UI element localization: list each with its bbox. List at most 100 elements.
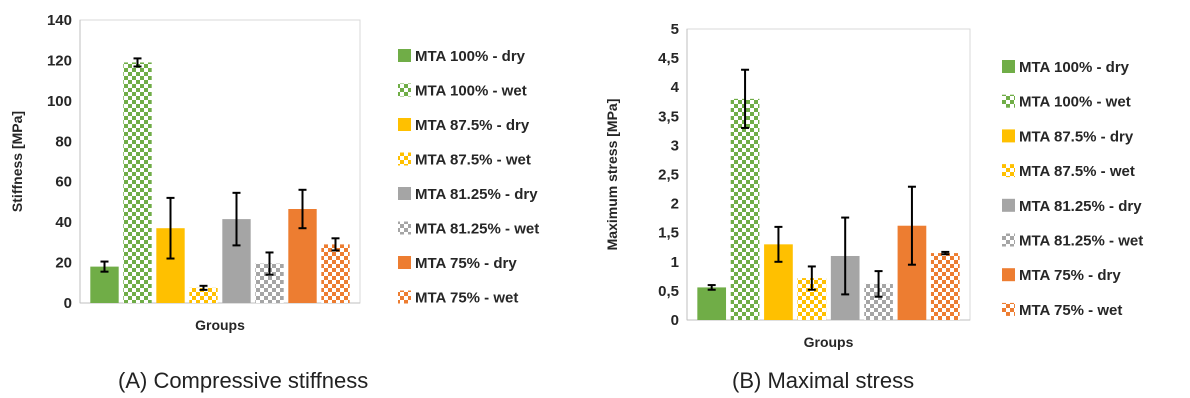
bar-mta-100-wet bbox=[123, 62, 152, 304]
y-tick-label: 140 bbox=[47, 12, 72, 29]
error-bar-mta-87-5-dry bbox=[166, 196, 175, 260]
y-tick-label: 5 bbox=[671, 21, 679, 38]
legend-swatch bbox=[398, 49, 411, 62]
legend-item-mta-87-5-dry: MTA 87.5% - dry bbox=[398, 117, 530, 134]
legend-label: MTA 75% - dry bbox=[1019, 267, 1121, 284]
legend-item-mta-100-dry: MTA 100% - dry bbox=[1002, 59, 1130, 76]
error-bar-mta-100-dry bbox=[707, 284, 716, 291]
legend-label: MTA 87.5% - wet bbox=[1019, 163, 1135, 180]
x-axis-label: Groups bbox=[804, 334, 854, 350]
legend-item-mta-75-dry: MTA 75% - dry bbox=[398, 255, 517, 272]
error-bar-mta-87-5-wet bbox=[807, 265, 816, 291]
legend-label: MTA 81.25% - dry bbox=[415, 186, 538, 203]
y-tick-label: 60 bbox=[55, 174, 72, 191]
y-tick-label: 3 bbox=[671, 137, 679, 154]
legend-label: MTA 100% - dry bbox=[415, 48, 526, 65]
legend-swatch bbox=[398, 187, 411, 200]
chart-max-stress: 0 0,5 1 1,5 2 2,5 3 3,5 4 4,5 5 Maximum stress [MPa… bbox=[604, 21, 1143, 350]
legend-swatch bbox=[398, 152, 411, 166]
legend-item-mta-81-25-wet: MTA 81.25% - wet bbox=[1002, 233, 1143, 250]
y-tick-label: 0 bbox=[671, 312, 679, 329]
bar-mta-75-wet bbox=[930, 253, 960, 320]
bar-mta-87-5-wet bbox=[189, 287, 218, 303]
y-tick-label: 2,5 bbox=[658, 167, 679, 184]
legend-item-mta-87-5-dry: MTA 87.5% - dry bbox=[1002, 128, 1134, 145]
y-tick-label: 80 bbox=[55, 133, 72, 150]
legend-item-mta-87-5-wet: MTA 87.5% - wet bbox=[398, 152, 531, 169]
legend-item-mta-100-wet: MTA 100% - wet bbox=[398, 83, 527, 100]
legend-swatch bbox=[398, 290, 411, 304]
legend-item-mta-75-dry: MTA 75% - dry bbox=[1002, 267, 1121, 284]
plot-area bbox=[79, 19, 361, 304]
legend-item-mta-100-wet: MTA 100% - wet bbox=[1002, 94, 1131, 111]
legend-label: MTA 81.25% - dry bbox=[1019, 198, 1142, 215]
legend-label: MTA 100% - wet bbox=[415, 83, 527, 100]
legend-item-mta-81-25-dry: MTA 81.25% - dry bbox=[1002, 198, 1142, 215]
x-axis-label: Groups bbox=[195, 317, 245, 333]
error-bar-mta-75-dry bbox=[907, 185, 916, 266]
legend-swatch bbox=[1002, 268, 1015, 282]
legend-item-mta-87-5-wet: MTA 87.5% - wet bbox=[1002, 163, 1135, 180]
legend-swatch bbox=[1002, 129, 1015, 143]
legend-item-mta-81-25-dry: MTA 81.25% - dry bbox=[398, 186, 538, 203]
legend-label: MTA 87.5% - dry bbox=[415, 117, 530, 134]
bar-mta-100-wet bbox=[730, 98, 760, 320]
legend-label: MTA 75% - wet bbox=[1019, 302, 1122, 319]
error-bar-mta-81-25-dry bbox=[232, 191, 241, 247]
chart-stiffness: 0 20 40 60 80 100 120 140 Stiffness [MPa] Groups M… bbox=[9, 12, 539, 333]
legend-swatch bbox=[398, 83, 411, 97]
plot-area bbox=[686, 28, 971, 321]
y-axis-label: Stiffness [MPa] bbox=[9, 111, 25, 212]
legend-item-mta-100-dry: MTA 100% - dry bbox=[398, 48, 526, 65]
legend-swatch bbox=[398, 221, 411, 235]
legend-swatch bbox=[1002, 164, 1015, 178]
error-bar-mta-100-dry bbox=[100, 260, 109, 273]
legend-swatch bbox=[1002, 198, 1015, 212]
error-bar-mta-81-25-wet bbox=[265, 251, 274, 276]
y-tick-label: 1 bbox=[671, 254, 679, 271]
y-tick-label: 20 bbox=[55, 255, 72, 272]
y-tick-label: 4,5 bbox=[658, 50, 679, 67]
error-bar-mta-81-25-dry bbox=[841, 216, 850, 296]
y-tick-label: 120 bbox=[47, 52, 72, 69]
legend-label: MTA 87.5% - wet bbox=[415, 152, 531, 169]
y-tick-label: 40 bbox=[55, 214, 72, 231]
legend-item-mta-81-25-wet: MTA 81.25% - wet bbox=[398, 221, 539, 238]
y-tick-label: 1,5 bbox=[658, 225, 679, 242]
y-axis-label: Maximum stress [MPa] bbox=[604, 99, 620, 251]
legend-label: MTA 81.25% - wet bbox=[1019, 233, 1143, 250]
y-tick-label: 0,5 bbox=[658, 283, 679, 300]
legend-item-mta-75-wet: MTA 75% - wet bbox=[1002, 302, 1122, 319]
error-bar-mta-81-25-wet bbox=[874, 270, 883, 298]
bar-mta-100-dry bbox=[90, 266, 119, 303]
caption-stiffness: (A) Compressive stiffness bbox=[118, 368, 369, 393]
legend-item-mta-75-wet: MTA 75% - wet bbox=[398, 290, 518, 307]
legend-swatch bbox=[398, 118, 411, 131]
error-bar-mta-100-wet bbox=[741, 68, 750, 129]
error-bar-mta-75-dry bbox=[298, 188, 307, 230]
y-tick-label: 0 bbox=[64, 295, 72, 312]
legend-label: MTA 75% - dry bbox=[415, 255, 517, 272]
y-tick-label: 2 bbox=[671, 196, 679, 213]
legend-swatch bbox=[1002, 302, 1015, 316]
bar-mta-100-dry bbox=[697, 287, 727, 320]
caption-max-stress: (B) Maximal stress bbox=[732, 368, 915, 393]
chart-panel-stiffness: 0 20 40 60 80 100 120 140 Stiffness [MPa] Groups M… bbox=[0, 0, 590, 398]
legend-label: MTA 87.5% - dry bbox=[1019, 128, 1134, 145]
legend-swatch bbox=[1002, 94, 1015, 108]
error-bar-mta-87-5-wet bbox=[199, 284, 208, 291]
error-bar-mta-100-wet bbox=[133, 57, 142, 68]
error-bar-mta-75-wet bbox=[941, 250, 950, 256]
legend-swatch bbox=[1002, 233, 1015, 247]
legend-swatch bbox=[398, 256, 411, 269]
y-tick-label: 3,5 bbox=[658, 108, 679, 125]
y-tick-label: 100 bbox=[47, 93, 72, 110]
legend-label: MTA 81.25% - wet bbox=[415, 221, 539, 238]
chart-panel-max-stress: 0 0,5 1 1,5 2 2,5 3 3,5 4 4,5 5 Maximum stress [MPa… bbox=[590, 0, 1190, 398]
legend-label: MTA 100% - dry bbox=[1019, 59, 1130, 76]
error-bar-mta-75-wet bbox=[331, 237, 340, 252]
error-bar-mta-87-5-dry bbox=[774, 225, 783, 263]
bar-mta-75-wet bbox=[321, 244, 350, 303]
y-tick-label: 4 bbox=[671, 79, 680, 96]
legend-label: MTA 100% - wet bbox=[1019, 94, 1131, 111]
